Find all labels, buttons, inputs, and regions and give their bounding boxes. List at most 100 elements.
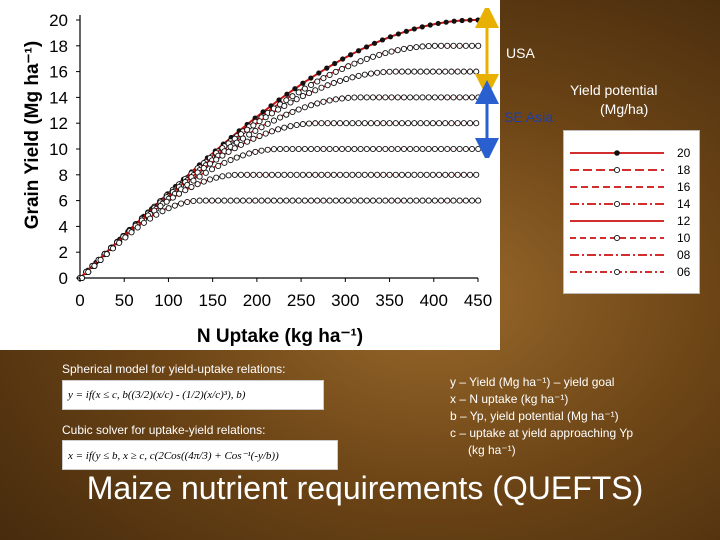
data-point <box>386 68 393 75</box>
data-point <box>345 145 352 153</box>
data-point <box>314 78 321 85</box>
data-point <box>427 22 433 28</box>
data-point <box>444 94 451 101</box>
data-point <box>336 77 344 84</box>
data-point <box>466 171 474 178</box>
data-point <box>262 130 269 137</box>
data-point <box>225 172 232 179</box>
data-point <box>454 120 461 127</box>
data-point <box>264 120 271 127</box>
data-point <box>308 102 315 109</box>
data-point <box>417 171 424 178</box>
data-point <box>345 197 352 204</box>
data-point <box>431 145 438 153</box>
data-point <box>423 120 430 127</box>
data-point <box>320 75 327 82</box>
yield-uptake-chart: 0 50 100 150 200 250 300 350 400 450 0 2 4 6 8 10 12 14 16… <box>22 11 492 347</box>
data-point <box>301 145 308 153</box>
data-point <box>473 171 480 178</box>
data-point <box>413 145 420 153</box>
chart-tick-labels: 0 50 100 150 200 250 300 350 400 450 0 2 4 6 8 10 12 14 16… <box>49 11 492 310</box>
data-point <box>429 171 436 178</box>
data-point <box>400 94 407 101</box>
data-point <box>468 94 476 101</box>
chart-panel: 0 50 100 150 200 250 300 350 400 450 0 2 4 6 8 10 12 14 16… <box>0 0 500 350</box>
data-point <box>405 120 412 127</box>
data-point <box>225 148 232 155</box>
data-point <box>316 70 322 76</box>
data-point <box>403 28 409 34</box>
data-point <box>227 197 234 204</box>
legend-label: 12 <box>677 214 691 228</box>
data-point <box>264 197 271 204</box>
data-point <box>454 68 461 75</box>
data-point <box>369 53 377 60</box>
y-tick-label: 6 <box>59 192 68 211</box>
data-point <box>289 197 296 204</box>
definition-y: y – Yield (Mg ha⁻¹) – yield goal <box>450 375 615 389</box>
legend-marker <box>613 234 621 242</box>
data-point <box>308 75 314 81</box>
data-point <box>348 52 354 58</box>
data-point <box>355 72 362 79</box>
data-point <box>345 94 352 101</box>
data-point <box>318 171 325 178</box>
data-point <box>451 18 457 24</box>
data-point <box>301 104 308 111</box>
data-point <box>367 120 375 127</box>
data-point <box>387 34 394 40</box>
data-point <box>208 197 216 204</box>
data-point <box>314 197 321 204</box>
data-point <box>460 68 467 75</box>
data-point <box>268 171 275 178</box>
data-point <box>295 197 302 204</box>
data-point <box>462 94 469 101</box>
data-point <box>388 145 395 153</box>
y-tick-label: 10 <box>49 140 68 159</box>
definition-c: c – uptake at yield approaching Yp <box>450 426 634 440</box>
data-point <box>468 197 476 204</box>
data-point <box>324 171 331 178</box>
data-point <box>289 108 296 116</box>
legend-item-14: 14 <box>570 197 691 211</box>
chart-series <box>76 17 482 282</box>
legend-item-12: 12 <box>570 214 691 228</box>
data-point <box>436 120 443 127</box>
data-point <box>270 197 277 204</box>
legend-label: 16 <box>677 180 691 194</box>
data-point <box>246 150 253 157</box>
legend-label: 20 <box>677 146 691 160</box>
data-point <box>153 211 160 218</box>
data-point <box>419 43 426 50</box>
data-point <box>194 181 201 188</box>
data-point <box>460 171 467 178</box>
data-point <box>438 94 445 101</box>
data-point <box>400 197 407 204</box>
data-point <box>109 245 117 252</box>
data-point <box>213 156 220 163</box>
data-point <box>268 128 275 135</box>
data-point <box>206 176 214 183</box>
data-point <box>293 121 300 129</box>
data-point <box>442 171 449 178</box>
data-point <box>338 197 346 204</box>
data-point <box>351 197 358 204</box>
data-point <box>361 71 368 78</box>
data-point <box>163 198 170 205</box>
data-point <box>435 20 441 27</box>
data-point <box>431 42 438 49</box>
series-line <box>79 199 478 279</box>
legend-item-06: 06 <box>570 265 691 279</box>
data-point <box>340 56 346 62</box>
data-point <box>392 120 399 127</box>
data-point <box>369 94 377 101</box>
data-point <box>287 171 294 178</box>
x-tick-label: 0 <box>75 291 84 310</box>
data-point <box>450 145 457 153</box>
data-point <box>459 17 465 24</box>
data-point <box>407 94 414 101</box>
y-tick-label: 4 <box>59 217 68 236</box>
data-point <box>292 86 298 92</box>
data-point <box>338 145 346 153</box>
data-point <box>367 70 375 77</box>
